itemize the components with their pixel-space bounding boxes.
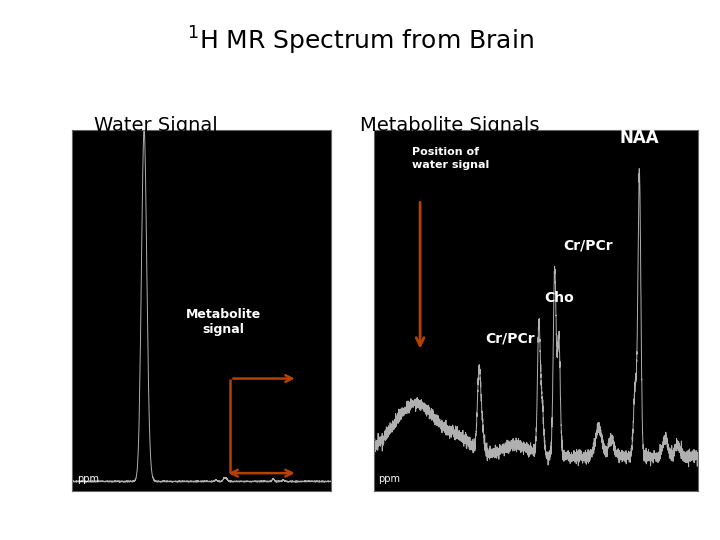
Text: Cr/PCr: Cr/PCr [563,238,613,252]
Text: Position of
water signal: Position of water signal [412,147,489,170]
Text: NAA: NAA [620,129,660,147]
Text: Metabolite
signal: Metabolite signal [186,308,261,336]
Text: ppm: ppm [378,474,400,484]
Text: Metabolite Signals: Metabolite Signals [360,116,539,135]
Text: Water Signal: Water Signal [94,116,217,135]
Text: Cho: Cho [545,291,575,305]
Text: $^{1}$H MR Spectrum from Brain: $^{1}$H MR Spectrum from Brain [186,24,534,57]
Text: Cr/PCr: Cr/PCr [485,332,534,346]
Text: ppm: ppm [77,474,99,484]
